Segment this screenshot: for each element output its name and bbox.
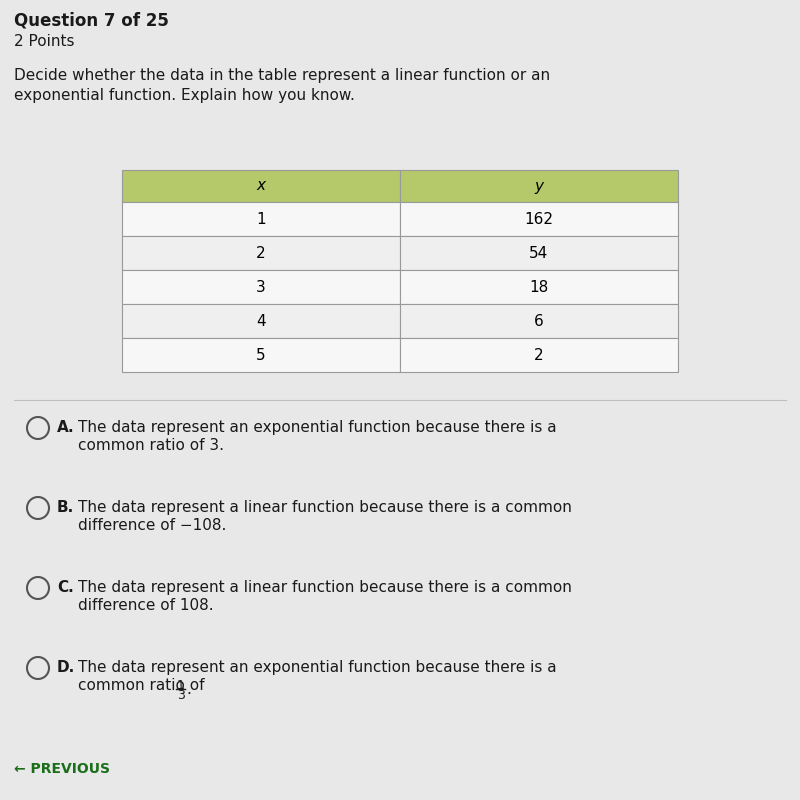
Text: The data represent a linear function because there is a common: The data represent a linear function bec… [78, 580, 572, 595]
Bar [122, 202, 400, 236]
Bar [122, 304, 400, 338]
Text: 3: 3 [177, 689, 185, 702]
Bar [122, 170, 400, 202]
Bar [122, 338, 400, 372]
Text: difference of −108.: difference of −108. [78, 518, 226, 533]
Text: The data represent a linear function because there is a common: The data represent a linear function bec… [78, 500, 572, 515]
Bar [122, 236, 400, 270]
Bar [400, 270, 678, 304]
Text: 3: 3 [256, 279, 266, 294]
Bar [400, 236, 678, 270]
Text: 2: 2 [534, 347, 544, 362]
Text: 5: 5 [256, 347, 266, 362]
Text: ← PREVIOUS: ← PREVIOUS [14, 762, 110, 776]
Text: 54: 54 [530, 246, 549, 261]
Text: common ratio of: common ratio of [78, 678, 210, 693]
Text: 6: 6 [534, 314, 544, 329]
Text: 18: 18 [530, 279, 549, 294]
Text: Decide whether the data in the table represent a linear function or an: Decide whether the data in the table rep… [14, 68, 550, 83]
Text: difference of 108.: difference of 108. [78, 598, 214, 613]
Text: 1: 1 [256, 211, 266, 226]
Text: 162: 162 [525, 211, 554, 226]
Text: y: y [534, 178, 543, 194]
Text: common ratio of 3.: common ratio of 3. [78, 438, 224, 453]
Text: 1: 1 [177, 679, 185, 692]
Bar [400, 202, 678, 236]
Bar [400, 170, 678, 202]
Text: 2: 2 [256, 246, 266, 261]
Text: The data represent an exponential function because there is a: The data represent an exponential functi… [78, 660, 557, 675]
Bar [400, 338, 678, 372]
Bar [400, 304, 678, 338]
Text: B.: B. [57, 501, 74, 515]
Text: 4: 4 [256, 314, 266, 329]
Text: Question 7 of 25: Question 7 of 25 [14, 12, 169, 30]
Text: exponential function. Explain how you know.: exponential function. Explain how you kn… [14, 88, 355, 103]
Text: C.: C. [57, 581, 74, 595]
Text: The data represent an exponential function because there is a: The data represent an exponential functi… [78, 420, 557, 435]
Text: 2 Points: 2 Points [14, 34, 74, 49]
Bar [122, 270, 400, 304]
Text: A.: A. [57, 421, 74, 435]
Text: D.: D. [57, 661, 75, 675]
Text: .: . [186, 682, 191, 697]
Text: x: x [257, 178, 266, 194]
